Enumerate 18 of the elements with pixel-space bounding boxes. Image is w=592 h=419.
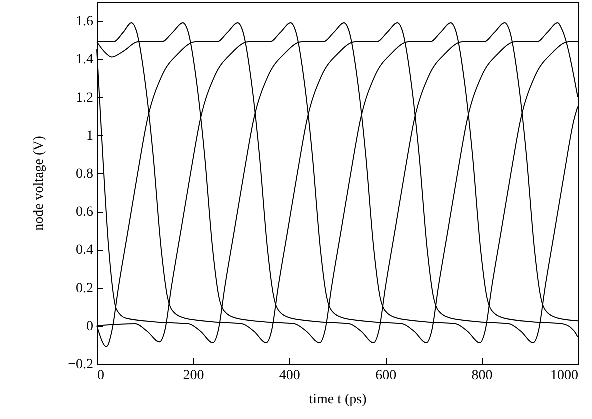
x-tick-label: 400 bbox=[279, 368, 300, 384]
y-tick-label: 0.4 bbox=[76, 243, 94, 258]
y-tick-label: 0.6 bbox=[76, 205, 94, 220]
x-tick-label: 1000 bbox=[550, 368, 578, 384]
y-tick-label: 0 bbox=[86, 319, 94, 334]
y-tick-label: 1.2 bbox=[76, 90, 94, 106]
x-tick-label: 800 bbox=[472, 368, 493, 384]
x-tick-label: 600 bbox=[376, 368, 397, 384]
y-tick-label: 0.2 bbox=[76, 281, 94, 296]
y-tick-label: 1 bbox=[86, 128, 94, 144]
x-axis-title: time t (ps) bbox=[309, 392, 368, 408]
y-tick-label: 1.6 bbox=[76, 14, 94, 30]
y-tick-label: 0.8 bbox=[76, 166, 94, 182]
y-axis-title: node voltage (V) bbox=[32, 136, 48, 231]
y-tick-label: 1.4 bbox=[76, 52, 94, 68]
x-tick-label: 0 bbox=[98, 368, 104, 384]
x-tick-label: 200 bbox=[183, 368, 204, 384]
y-tick-label: −0.2 bbox=[68, 358, 94, 372]
